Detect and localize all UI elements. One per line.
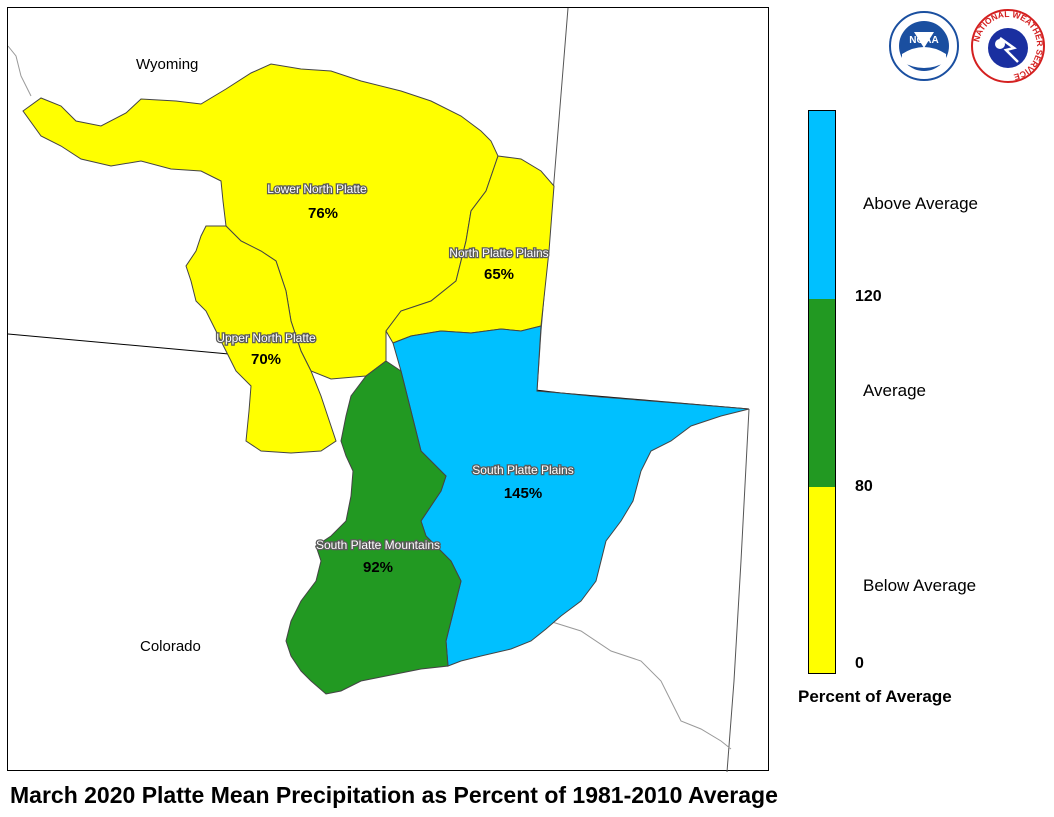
legend-label-below-average: Below Average — [863, 576, 977, 595]
noaa-logo: NOAA — [889, 11, 959, 81]
basin-name-upper-north-platte: Upper North Platte — [216, 331, 316, 345]
legend-tick-0: 0 — [855, 655, 864, 672]
map-title: March 2020 Platte Mean Precipitation as … — [10, 782, 778, 808]
basin-name-north-platte-plains: North Platte Plains — [449, 246, 548, 260]
basin-name-south-platte-mountains: South Platte Mountains — [316, 538, 440, 552]
legend-segment-above-average — [809, 111, 835, 299]
noaa-logo-text: NOAA — [909, 35, 938, 46]
legend-label-above-average: Above Average — [863, 194, 978, 213]
legend-color-bar — [808, 110, 836, 674]
basin-value-south-platte-mountains: 92% — [363, 559, 393, 576]
nws-logo: NATIONAL WEATHER SERVICE — [971, 9, 1045, 83]
state-label-wyoming: Wyoming — [136, 56, 199, 73]
state-label-colorado: Colorado — [140, 638, 201, 655]
region-south-platte-mountains[interactable] — [285, 360, 462, 695]
basin-value-upper-north-platte: 70% — [251, 351, 281, 368]
legend-label-average: Average — [863, 381, 927, 400]
map-canvas: Lower North Platte 76% North Platte Plai… — [8, 8, 750, 772]
basin-name-south-platte-plains: South Platte Plains — [472, 463, 573, 477]
map-frame: Lower North Platte 76% North Platte Plai… — [7, 7, 769, 772]
southeast-context-line — [548, 620, 732, 750]
western-context-line — [8, 45, 32, 97]
legend-title: Percent of Average — [798, 687, 952, 706]
basin-value-south-platte-plains: 145% — [504, 485, 542, 502]
region-upper-north-platte[interactable] — [185, 225, 337, 454]
basin-value-lower-north-platte: 76% — [308, 205, 338, 222]
legend-tick-80: 80 — [855, 478, 873, 495]
kansas-state-border — [726, 408, 750, 772]
basin-name-lower-north-platte: Lower North Platte — [267, 182, 367, 196]
legend-segment-average — [809, 299, 835, 487]
legend-segment-below-average — [809, 487, 835, 673]
legend-tick-120: 120 — [855, 288, 882, 305]
basin-value-north-platte-plains: 65% — [484, 266, 514, 283]
